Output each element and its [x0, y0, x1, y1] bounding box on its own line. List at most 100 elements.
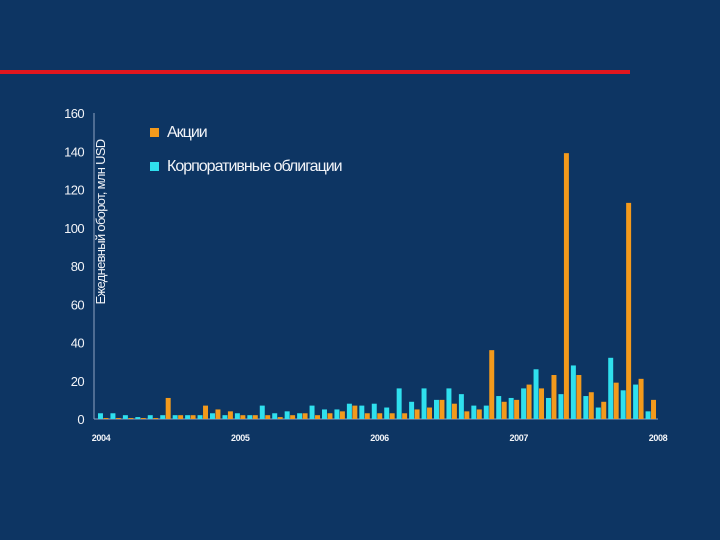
bond-bar	[471, 405, 477, 419]
bond-bar	[583, 396, 589, 419]
bond-bar	[322, 409, 327, 419]
bond-bar	[297, 413, 303, 419]
bond-bar	[197, 415, 203, 419]
bond-bar	[110, 413, 116, 419]
bond-bar	[483, 405, 489, 419]
y-tick-label: 80	[71, 259, 85, 274]
stock-bar	[103, 418, 109, 419]
stock-bar	[153, 418, 159, 419]
bond-bar	[446, 388, 452, 419]
bond-bar	[122, 415, 128, 419]
stock-bar	[501, 401, 507, 419]
bond-bar	[645, 411, 651, 419]
bond-bar	[98, 413, 103, 419]
legend-swatch-stocks	[150, 128, 159, 137]
stock-bar	[427, 407, 433, 419]
x-tick-label: 2005	[231, 433, 250, 443]
bond-bar	[508, 397, 514, 419]
stock-bar	[613, 382, 619, 419]
stock-bar	[377, 413, 383, 419]
y-tick-label: 120	[64, 183, 84, 198]
legend-label-stocks: Акции	[167, 124, 207, 141]
stock-bar	[551, 375, 557, 419]
y-axis-label: Ежедневный оборот, млн USD	[93, 139, 108, 304]
bond-bar	[384, 407, 390, 419]
bond-bar	[521, 388, 527, 419]
x-tick-label: 2007	[510, 433, 529, 443]
bond-bar	[135, 417, 141, 419]
bond-bar	[172, 415, 178, 419]
bond-bar	[234, 413, 240, 419]
title-underline-rule	[0, 70, 630, 74]
bond-bar	[346, 403, 352, 419]
stock-bar	[265, 415, 271, 419]
stock-bar	[514, 399, 520, 419]
stock-bar	[439, 399, 445, 419]
bond-bar	[147, 415, 153, 419]
stock-bar	[576, 375, 582, 419]
stock-bar	[402, 413, 408, 419]
bond-bar	[259, 405, 265, 419]
bond-bar	[284, 411, 290, 419]
bond-bar	[533, 369, 539, 419]
bond-bar	[185, 415, 191, 419]
bond-bar	[496, 396, 502, 419]
stock-bar	[626, 202, 632, 419]
stock-bar	[651, 399, 657, 419]
stock-bar	[489, 350, 495, 419]
bond-bar	[421, 388, 427, 419]
stock-bar	[190, 415, 196, 419]
stock-bar	[414, 409, 420, 419]
bond-bar	[595, 407, 601, 419]
stock-bar	[451, 403, 457, 419]
stock-bar	[539, 388, 545, 419]
stock-bar	[302, 413, 308, 419]
bond-bar	[620, 390, 626, 419]
stock-bar	[165, 397, 171, 419]
bond-bar	[359, 405, 365, 419]
bond-bar	[210, 413, 215, 419]
bond-bar	[334, 409, 340, 419]
bond-bar	[409, 401, 415, 419]
bond-bar	[558, 394, 564, 419]
bond-bar	[272, 413, 278, 419]
x-tick-label: 2008	[649, 433, 668, 443]
stock-bar	[290, 415, 296, 419]
stock-bar	[476, 409, 482, 419]
stock-bar	[638, 378, 644, 419]
stock-bar	[227, 411, 233, 419]
y-tick-label: 20	[71, 374, 85, 389]
stock-bar	[252, 415, 258, 419]
stock-bar	[352, 405, 358, 419]
x-tick-label: 2006	[370, 433, 389, 443]
legend-label-bonds: Корпоративные облигации	[167, 158, 342, 175]
stock-bar	[115, 418, 121, 419]
y-tick-label: 160	[64, 106, 84, 121]
stock-bar	[215, 409, 221, 419]
bond-bar	[608, 357, 614, 419]
y-tick-label: 100	[64, 221, 84, 236]
bond-bar	[160, 415, 166, 419]
stock-bar	[364, 413, 370, 419]
x-tick-labels: 2004 2005 2006 2007 2008	[92, 433, 668, 443]
bond-bar	[633, 384, 639, 419]
y-tick-label: 60	[71, 297, 85, 312]
stock-bar	[327, 413, 333, 419]
stock-bar	[240, 415, 246, 419]
y-tick-label: 0	[77, 412, 84, 427]
stock-bar	[128, 418, 134, 419]
stock-bar	[178, 415, 184, 419]
stock-bar	[464, 411, 470, 419]
y-tick-label: 140	[64, 144, 84, 159]
stock-bar	[563, 153, 569, 419]
legend-swatch-bonds	[150, 162, 159, 171]
bond-bar	[458, 394, 464, 419]
stock-bar	[601, 401, 607, 419]
legend: Акции Корпоративные облигации	[150, 124, 343, 175]
bond-bar	[309, 405, 315, 419]
stock-bar	[339, 411, 345, 419]
bars	[98, 153, 657, 419]
stock-bar	[526, 384, 532, 419]
stock-bar	[140, 418, 146, 419]
